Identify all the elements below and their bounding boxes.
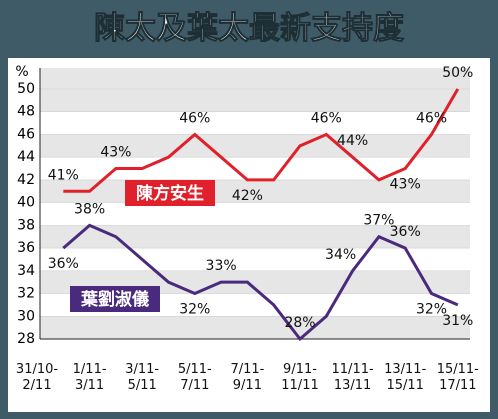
band <box>40 89 470 112</box>
y-tick-label: 28 <box>17 331 35 347</box>
data-label: 34% <box>325 247 356 263</box>
y-tick-label: 36 <box>17 240 35 256</box>
data-label: 46% <box>179 110 210 126</box>
series-line <box>62 223 459 342</box>
data-label: 38% <box>74 201 105 217</box>
x-tick-label: 9/11- 11/11 <box>281 362 319 393</box>
y-tick-label: 48 <box>17 104 35 120</box>
band <box>40 225 470 249</box>
data-label: 44% <box>337 133 368 149</box>
y-tick-label: 34 <box>17 263 35 279</box>
legend-box <box>125 180 215 206</box>
data-label: 37% <box>363 213 394 229</box>
y-tick-label: 42 <box>17 172 35 188</box>
data-label: 32% <box>416 302 447 318</box>
data-label: 43% <box>390 177 421 193</box>
x-tick-label: 1/11- 3/11 <box>72 362 107 393</box>
x-tick-label: 3/11- 5/11 <box>125 362 160 393</box>
data-label: 41% <box>48 167 79 183</box>
data-label: 36% <box>390 224 421 240</box>
x-tick-label: 31/10- 2/11 <box>15 362 59 393</box>
y-tick-label: 50 <box>17 81 35 97</box>
y-tick-label: 30 <box>17 308 35 324</box>
x-tick-label: 7/11- 9/11 <box>230 362 265 393</box>
x-tick-label: 11/11- 13/11 <box>331 362 374 393</box>
data-label: 31% <box>442 313 473 329</box>
x-tick-label: 15/11- 17/11 <box>436 362 479 393</box>
band <box>40 316 470 339</box>
series-line <box>63 88 460 193</box>
data-label: 36% <box>48 256 79 272</box>
x-tick-label: 13/11- 15/11 <box>384 362 427 393</box>
y-unit: % <box>15 64 28 80</box>
legend-box <box>70 286 160 312</box>
data-label: 43% <box>100 145 131 161</box>
band <box>40 134 470 158</box>
y-tick-label: 32 <box>17 286 35 302</box>
chart-title: 陳太及葉太最新支持度 <box>94 11 404 47</box>
data-label: 50% <box>442 65 473 81</box>
data-label: 28% <box>284 315 315 331</box>
y-tick-label: 38 <box>17 217 35 233</box>
data-label: 46% <box>416 110 447 126</box>
data-label: 33% <box>206 258 237 274</box>
legend-label: 葉劉淑儀 <box>80 289 149 310</box>
y-tick-label: 44 <box>17 149 35 165</box>
data-label: 42% <box>232 188 263 204</box>
y-tick-label: 46 <box>17 126 35 142</box>
x-tick-label: 5/11- 7/11 <box>177 362 212 393</box>
y-tick-label: 40 <box>17 195 35 211</box>
legend-label: 陳方安生 <box>136 183 204 204</box>
data-label: 46% <box>311 110 342 126</box>
band <box>40 68 470 89</box>
data-label: 32% <box>179 302 210 318</box>
